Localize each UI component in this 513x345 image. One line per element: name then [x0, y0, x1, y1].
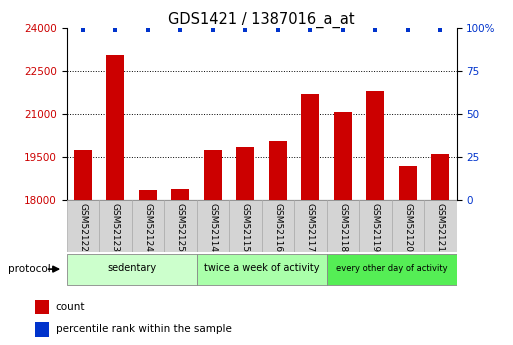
Bar: [204, 150, 222, 200]
Point: [306, 28, 314, 33]
Point: [79, 28, 87, 33]
Bar: [366, 91, 384, 200]
Bar: [302, 94, 319, 200]
Bar: [67, 254, 196, 285]
Bar: [269, 141, 287, 200]
Bar: [67, 200, 99, 252]
Point: [144, 28, 152, 33]
Point: [241, 28, 249, 33]
Bar: [294, 200, 327, 252]
Text: protocol: protocol: [8, 264, 50, 274]
Bar: [229, 200, 262, 252]
Bar: [35, 299, 49, 314]
Bar: [196, 200, 229, 252]
Bar: [74, 150, 92, 200]
Text: GSM52122: GSM52122: [78, 203, 87, 252]
Bar: [399, 166, 417, 200]
Text: GSM52121: GSM52121: [436, 203, 445, 252]
Point: [436, 28, 444, 33]
Text: every other day of activity: every other day of activity: [336, 264, 447, 273]
Text: GSM52123: GSM52123: [111, 203, 120, 252]
Text: GSM52114: GSM52114: [208, 203, 218, 252]
Bar: [424, 200, 457, 252]
Text: GSM52120: GSM52120: [403, 203, 412, 252]
Bar: [196, 254, 327, 285]
Bar: [35, 322, 49, 337]
Text: twice a week of activity: twice a week of activity: [204, 264, 320, 273]
Text: GSM52115: GSM52115: [241, 203, 250, 252]
Point: [111, 28, 120, 33]
Point: [404, 28, 412, 33]
Bar: [327, 254, 457, 285]
Bar: [164, 200, 196, 252]
Text: GSM52116: GSM52116: [273, 203, 282, 252]
Bar: [334, 112, 352, 200]
Text: GSM52119: GSM52119: [371, 203, 380, 252]
Bar: [99, 200, 132, 252]
Point: [209, 28, 217, 33]
Bar: [139, 190, 157, 200]
Point: [274, 28, 282, 33]
Point: [176, 28, 185, 33]
Text: sedentary: sedentary: [107, 264, 156, 273]
Bar: [236, 147, 254, 200]
Bar: [171, 189, 189, 200]
Text: GSM52124: GSM52124: [144, 203, 152, 252]
Bar: [359, 200, 391, 252]
Bar: [391, 200, 424, 252]
Bar: [262, 200, 294, 252]
Title: GDS1421 / 1387016_a_at: GDS1421 / 1387016_a_at: [168, 11, 355, 28]
Text: count: count: [55, 302, 85, 312]
Text: GSM52118: GSM52118: [339, 203, 347, 252]
Text: GSM52125: GSM52125: [176, 203, 185, 252]
Bar: [327, 200, 359, 252]
Text: percentile rank within the sample: percentile rank within the sample: [55, 325, 231, 334]
Bar: [431, 154, 449, 200]
Text: GSM52117: GSM52117: [306, 203, 315, 252]
Point: [371, 28, 380, 33]
Point: [339, 28, 347, 33]
Bar: [132, 200, 164, 252]
Bar: [107, 55, 124, 200]
